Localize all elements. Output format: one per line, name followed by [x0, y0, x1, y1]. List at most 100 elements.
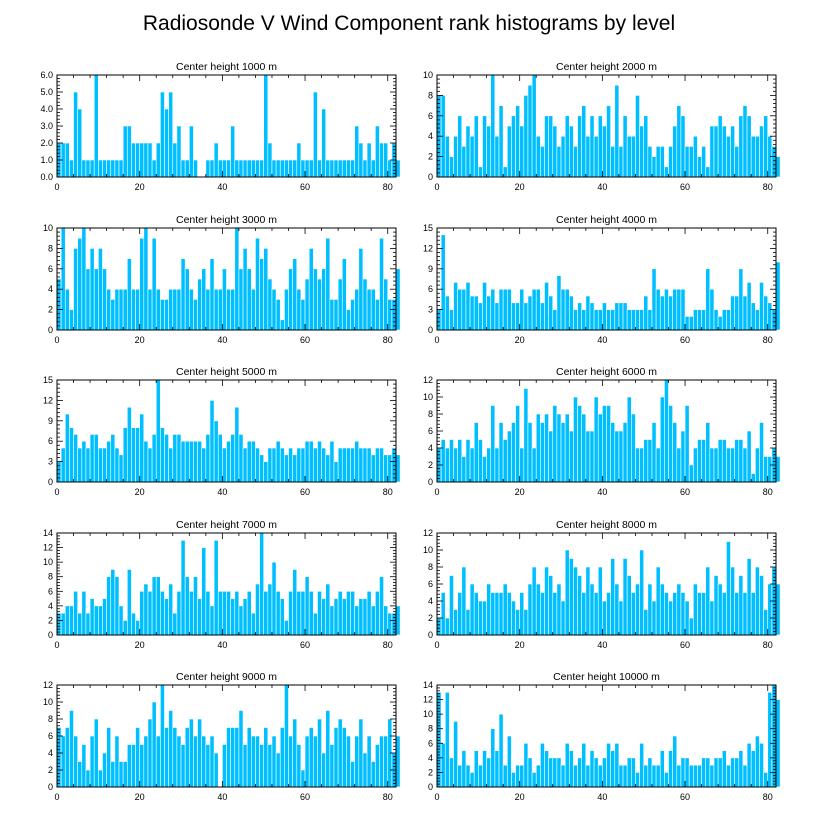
bar — [164, 434, 169, 483]
bar — [321, 108, 327, 178]
bar — [370, 761, 376, 788]
bar — [160, 684, 165, 788]
bar — [502, 764, 508, 788]
bar — [209, 605, 215, 636]
bar — [643, 609, 649, 636]
bar — [581, 309, 587, 331]
bar — [341, 727, 347, 788]
bar — [102, 268, 107, 331]
bar — [651, 268, 657, 331]
bar — [242, 248, 248, 331]
bar — [160, 91, 165, 178]
bar — [610, 309, 616, 331]
bar — [329, 299, 335, 331]
y-tick-label: 4 — [48, 284, 53, 294]
bar — [234, 590, 240, 636]
bar — [284, 620, 289, 636]
panel-title: Center height 10000 m — [553, 671, 660, 683]
bar — [705, 422, 711, 483]
y-tick-label: 3.0 — [40, 121, 53, 131]
bar — [275, 440, 281, 483]
y-tick-label: 0 — [428, 325, 433, 335]
bar — [618, 600, 624, 636]
bar — [651, 764, 657, 788]
bar — [217, 434, 223, 483]
bar — [759, 125, 764, 178]
bar — [313, 735, 318, 788]
bar — [755, 135, 760, 178]
bar — [358, 718, 364, 788]
panel-8: Center height 8000 m 0 20 40 60 80 0 2 4 6 8 10 12 — [423, 519, 781, 650]
y-tick-label: 6 — [428, 426, 433, 436]
x-tick-label: 0 — [54, 487, 59, 497]
bar — [486, 295, 492, 331]
bar — [300, 769, 306, 788]
panel-4: Center height 4000 m 0 20 40 60 80 0 3 6 9 12 15 — [423, 214, 781, 345]
bar — [358, 142, 364, 178]
bar — [213, 420, 219, 483]
bar — [589, 430, 595, 483]
bar — [350, 761, 355, 788]
panel-title: Center height 4000 m — [556, 214, 657, 226]
bar — [184, 159, 190, 178]
bar — [230, 125, 236, 178]
bar — [168, 91, 174, 178]
panel-9: Center height 9000 m 0 20 40 60 80 0 2 4 6 8 10 12 — [43, 671, 401, 802]
bar — [515, 302, 520, 331]
bar — [618, 764, 624, 788]
y-tick-label: 4 — [48, 601, 53, 611]
y-tick-label: 0 — [428, 477, 433, 487]
bar — [540, 146, 545, 178]
bar — [354, 440, 360, 483]
x-tick-label: 80 — [383, 640, 393, 650]
bar — [296, 142, 302, 178]
bar — [362, 752, 368, 788]
y-tick-label: 0 — [48, 782, 53, 792]
y-tick-label: 4 — [48, 748, 53, 758]
bar — [81, 440, 87, 483]
bar — [457, 115, 463, 178]
bar — [478, 166, 483, 178]
bar — [449, 575, 454, 636]
bar — [325, 159, 331, 178]
bar — [473, 750, 479, 788]
bar — [717, 439, 723, 483]
bar — [81, 227, 87, 331]
bar — [242, 598, 248, 636]
bar — [717, 316, 723, 331]
y-tick-label: 8 — [428, 90, 433, 100]
bar — [552, 125, 558, 178]
bar — [275, 590, 281, 636]
bar — [292, 454, 298, 483]
bar — [379, 576, 384, 636]
bar — [523, 302, 529, 331]
bar — [564, 115, 570, 178]
bar — [639, 309, 645, 331]
bar — [730, 125, 735, 178]
bar — [531, 566, 537, 636]
bar — [279, 159, 285, 178]
bar — [259, 532, 265, 636]
bar — [444, 295, 450, 331]
bar — [98, 769, 103, 788]
bar — [676, 447, 682, 483]
x-tick-label: 80 — [383, 182, 393, 192]
x-tick-label: 20 — [135, 487, 145, 497]
y-tick-label: 2 — [428, 613, 433, 623]
x-tick-label: 0 — [434, 640, 439, 650]
bar — [738, 750, 744, 788]
bar — [494, 302, 500, 331]
bar — [589, 750, 595, 788]
bar — [64, 288, 70, 331]
bar — [614, 742, 620, 788]
bar — [362, 598, 368, 636]
bar — [544, 115, 549, 178]
bar — [288, 735, 293, 788]
bar — [284, 684, 289, 788]
bar — [490, 592, 496, 636]
plot-frame — [56, 227, 397, 331]
bar — [209, 159, 215, 178]
bar — [631, 413, 636, 483]
bar — [573, 309, 578, 331]
bar — [267, 278, 273, 331]
